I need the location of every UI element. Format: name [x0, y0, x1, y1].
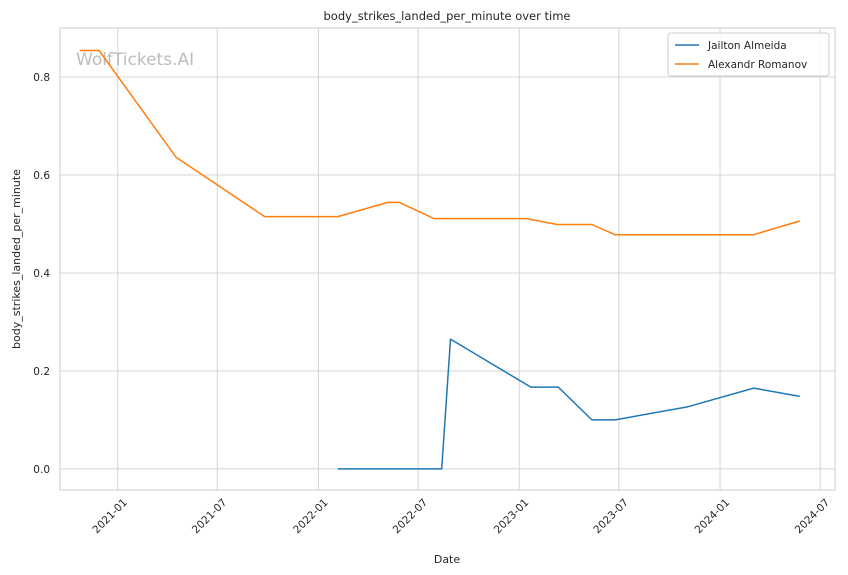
legend-box [667, 32, 830, 77]
data-point-jailton-almeida [450, 338, 452, 340]
series-line-jailton-almeida [337, 338, 800, 470]
data-point-jailton-almeida [799, 396, 801, 398]
data-point-jailton-almeida [614, 419, 616, 421]
y-axis-label: body_strikes_landed_per_minute [10, 169, 23, 349]
x-tick-label: 2024-01 [693, 497, 733, 537]
x-tick-label: 2021-01 [90, 497, 130, 537]
series-line-alexandr-romanov [79, 49, 801, 236]
data-point-alexandr-romanov [98, 50, 100, 52]
y-tick-label: 0.4 [33, 268, 50, 280]
legend: Jailton Almeida Alexandr Romanov [667, 32, 830, 77]
x-tick-label: 2022-07 [391, 497, 431, 537]
chart-title: body_strikes_landed_per_minute over time [324, 9, 571, 23]
data-point-alexandr-romanov [79, 50, 81, 52]
x-tick-label: 2023-01 [492, 497, 532, 537]
data-point-alexandr-romanov [175, 157, 177, 159]
data-point-alexandr-romanov [799, 220, 801, 222]
legend-label-alexandr-romanov: Alexandr Romanov [708, 59, 807, 71]
data-point-alexandr-romanov [614, 234, 616, 236]
data-point-jailton-almeida [687, 406, 689, 408]
data-point-alexandr-romanov [526, 218, 528, 220]
x-tick-label: 2024-07 [793, 497, 833, 537]
data-point-jailton-almeida [530, 386, 532, 388]
data-point-jailton-almeida [337, 468, 339, 470]
data-point-alexandr-romanov [264, 216, 266, 218]
grid [60, 28, 835, 490]
data-point-alexandr-romanov [753, 234, 755, 236]
data-point-alexandr-romanov [591, 224, 593, 226]
y-tick-label: 0.0 [33, 464, 50, 476]
y-tick-label: 0.6 [33, 170, 50, 182]
data-point-alexandr-romanov [433, 218, 435, 220]
series-group [79, 49, 801, 470]
legend-label-jailton-almeida: Jailton Almeida [707, 40, 787, 52]
y-tick-label: 0.8 [33, 72, 50, 84]
watermark-text: WolfTickets.AI [76, 50, 194, 70]
x-tick-label: 2022-01 [291, 497, 331, 537]
data-point-alexandr-romanov [399, 202, 401, 204]
data-point-jailton-almeida [441, 468, 443, 470]
data-point-jailton-almeida [591, 419, 593, 421]
data-point-alexandr-romanov [337, 216, 339, 218]
plot-frame [59, 27, 836, 491]
data-point-jailton-almeida [558, 386, 560, 388]
x-tick-label: 2023-07 [591, 497, 631, 537]
data-point-alexandr-romanov [387, 202, 389, 204]
x-axis-label: Date [434, 553, 461, 566]
tick-labels: 0.0 0.2 0.4 0.6 0.8 2021-01 2021-07 2022-01 2022… [33, 72, 832, 536]
x-tick-label: 2021-07 [190, 497, 230, 537]
y-tick-label: 0.2 [33, 366, 50, 378]
data-point-alexandr-romanov [556, 224, 558, 226]
data-point-jailton-almeida [753, 387, 755, 389]
